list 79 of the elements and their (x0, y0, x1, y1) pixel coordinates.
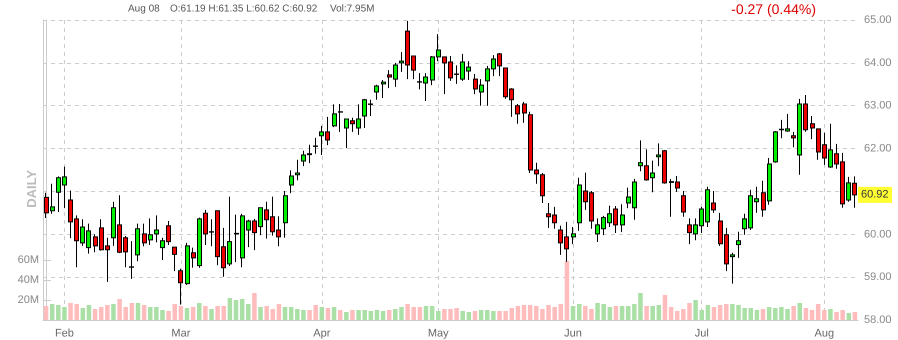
y2-tick-label: 60M (18, 254, 39, 266)
x-tick-label: Apr (313, 328, 331, 340)
candlestick (283, 190, 288, 238)
candlestick (571, 226, 576, 245)
y-tick-label: 60.00 (864, 228, 892, 240)
candlestick (135, 223, 140, 262)
bar (804, 308, 808, 320)
bar (252, 293, 257, 320)
bar (184, 308, 190, 320)
bar (203, 306, 208, 320)
candlestick (681, 190, 686, 218)
x-tick-label: Feb (54, 328, 74, 340)
bar (44, 306, 48, 320)
x-tick-label: Aug (814, 328, 834, 340)
candlestick (129, 240, 134, 280)
bar (320, 307, 324, 320)
y-tick-label: 64.00 (864, 56, 892, 69)
candlestick (522, 101, 527, 124)
bar (142, 305, 146, 320)
candlestick (178, 268, 183, 306)
bar (846, 313, 852, 320)
annotation: 60.92 (861, 188, 889, 200)
y-tick-label: 58.00 (864, 314, 892, 326)
bar (712, 307, 716, 320)
y-tick-label: 59.00 (864, 271, 892, 284)
bar (338, 310, 342, 320)
bar (344, 312, 349, 320)
bar (730, 304, 735, 320)
x-tick-label: Jul (694, 328, 709, 340)
y2-tick-label: 40M (18, 274, 39, 286)
bar (785, 309, 790, 320)
bar (136, 303, 140, 320)
bar (442, 309, 447, 320)
bar (258, 307, 263, 320)
bar (791, 306, 796, 320)
bar (197, 303, 202, 320)
bar (644, 306, 649, 320)
x-tick-label: Mar (171, 328, 191, 340)
bar (798, 303, 802, 320)
bar (380, 311, 386, 320)
bar (614, 306, 618, 320)
text: Aug 08 (128, 4, 160, 14)
candlestick (289, 170, 294, 194)
candlestick (773, 130, 778, 164)
bar (326, 308, 330, 320)
candlestick (620, 204, 625, 233)
x-tick-label: May (428, 328, 450, 340)
text: Vol:7.95M (330, 4, 374, 14)
candlestick (295, 159, 300, 181)
y-tick-label: 62.00 (864, 142, 892, 155)
y-tick-label: 63.00 (864, 100, 892, 112)
bar (424, 306, 428, 320)
candlestick (374, 84, 379, 100)
candlestick (810, 116, 815, 140)
y-tick-label: 65.00 (864, 14, 892, 26)
text: DAILY (24, 170, 39, 208)
bar (760, 309, 766, 320)
candlestick (172, 246, 177, 272)
bar (228, 298, 232, 320)
bar (472, 311, 478, 320)
bar (332, 307, 336, 320)
y2-tick-label: 20M (18, 294, 39, 306)
bar (386, 310, 392, 320)
bar (350, 310, 355, 320)
bar (662, 295, 668, 320)
text: O:61.19 H:61.35 L:60.62 C:60.92 (170, 4, 318, 14)
candlestick (515, 104, 520, 124)
bar (209, 309, 214, 320)
x-tick-label: Jun (564, 328, 582, 340)
bar (828, 309, 833, 320)
candlestick (381, 80, 386, 98)
candlestick (338, 104, 343, 132)
bar (852, 312, 858, 320)
candlestick (736, 231, 741, 258)
candlestick (313, 137, 318, 154)
text: -0.27 (0.44%) (731, 1, 816, 17)
candlestick (332, 104, 337, 128)
bar (111, 304, 116, 320)
bar (190, 307, 196, 320)
